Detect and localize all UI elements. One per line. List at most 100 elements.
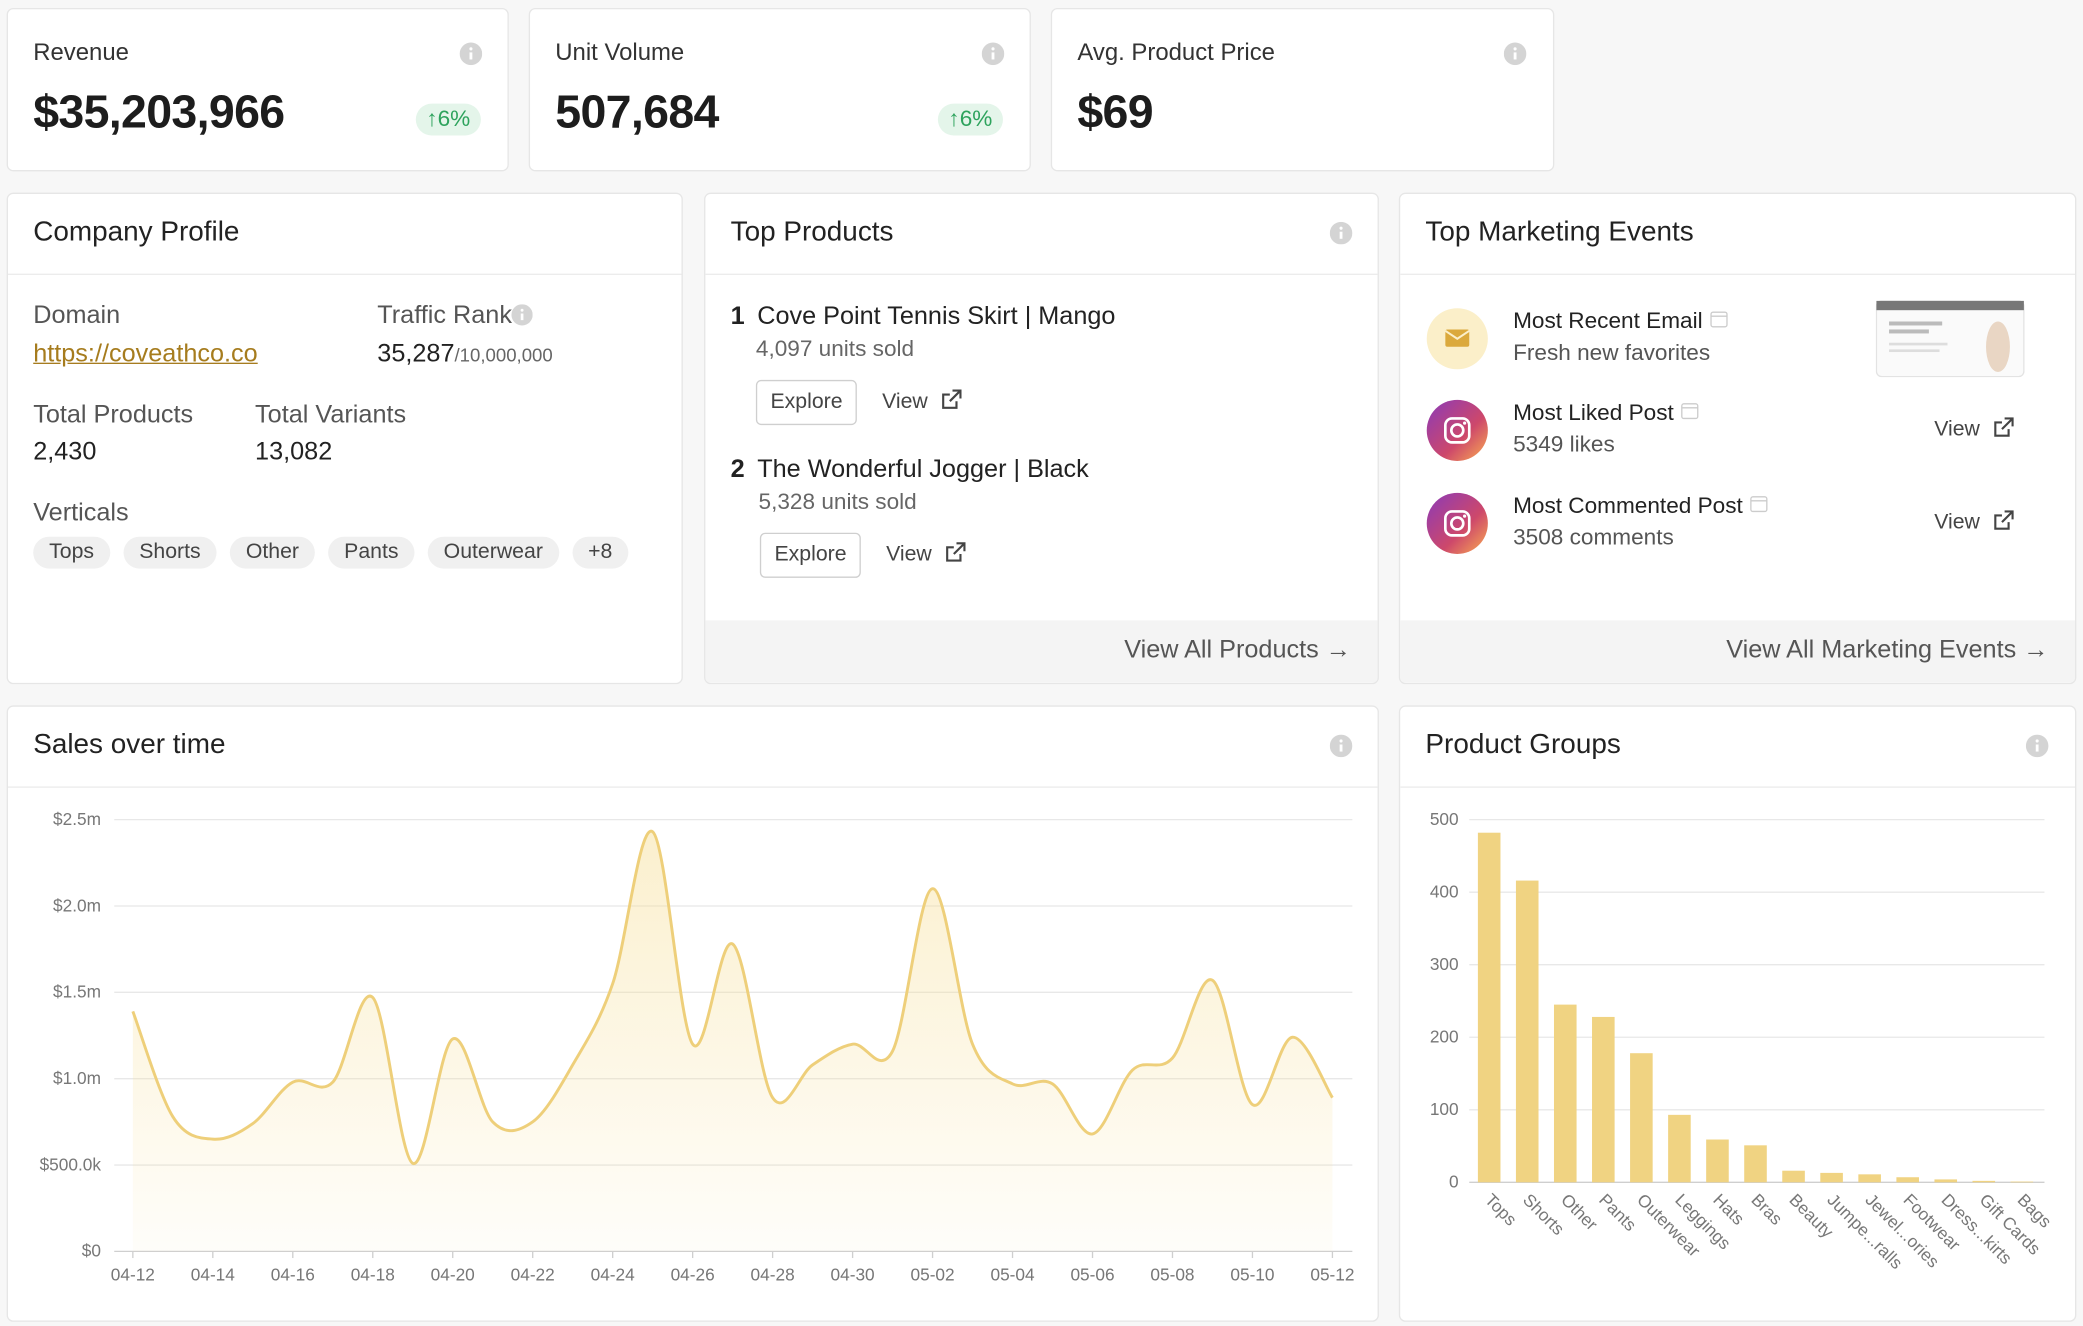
view-text: View [882, 390, 928, 414]
x-tick-label: 04-30 [831, 1265, 875, 1285]
kpi-value: $35,203,966 [33, 86, 285, 139]
event-title-text: Most Commented Post [1513, 492, 1743, 519]
x-tick-label: 05-04 [990, 1265, 1035, 1285]
area [132, 831, 1333, 1252]
product-row: 1 Cove Point Tennis Skirt | Mango [731, 303, 1116, 332]
card-title: Company Profile [33, 216, 240, 248]
card-footer: View All Marketing Events → [1400, 620, 2076, 683]
y-tick-label: $0 [82, 1241, 101, 1261]
kpi-card: Revenue $35,203,966 ↑6% [6, 7, 509, 172]
rank: 1 [730, 302, 745, 331]
kpi-value: 507,684 [555, 86, 719, 139]
y-tick-label: $500.0k [40, 1154, 102, 1174]
calendar-icon [1750, 496, 1768, 513]
y-tick-label: $1.0m [53, 1068, 101, 1088]
y-tick-label: $2.0m [53, 895, 101, 915]
product-row: 2 The Wonderful Jogger | Black [731, 456, 1089, 485]
units-sold: 5,328 units sold [758, 488, 917, 515]
external-icon [1994, 510, 2015, 530]
field-label: Verticals [33, 499, 129, 528]
bar [1972, 1180, 1996, 1183]
view-text: View [1934, 511, 1980, 535]
divider [7, 786, 1378, 788]
y-tick-label: 0 [1449, 1172, 1459, 1192]
card-title: Top Products [730, 216, 894, 248]
rank: 2 [730, 455, 745, 484]
line [131, 830, 1334, 1165]
info-icon[interactable] [459, 42, 483, 66]
x-tick-label: Shorts [1519, 1190, 1568, 1239]
info-icon[interactable] [1329, 734, 1353, 758]
view-link[interactable]: View [882, 389, 963, 414]
info-icon[interactable] [1503, 42, 1527, 66]
info-icon[interactable] [981, 42, 1005, 66]
view-text: View [1934, 418, 1980, 442]
x-tick-label: 04-22 [511, 1265, 555, 1285]
email-thumbnail [1875, 300, 2025, 378]
footer-link[interactable]: View All Products → [1124, 636, 1352, 665]
tag: Tops [33, 536, 110, 569]
bar [1858, 1174, 1881, 1183]
bar [1553, 1004, 1577, 1183]
field-label-text: Traffic Rank [377, 301, 512, 330]
field-value: 13,082 [255, 438, 333, 467]
explore-button[interactable]: Explore [755, 379, 858, 426]
x-tick-label: 04-28 [751, 1265, 795, 1285]
card-title: Sales over time [33, 729, 226, 760]
view-link[interactable]: View [1934, 510, 2015, 535]
field-value: 2,430 [33, 438, 97, 467]
footer-link[interactable]: View All Marketing Events → [1726, 636, 2049, 665]
kpi-label: Avg. Product Price [1077, 38, 1275, 66]
top-products: Top Products 1 Cove Point Tennis Skirt | … [704, 192, 1379, 685]
domain-link[interactable]: https://coveathco.co [33, 340, 258, 368]
card-footer: View All Products → [705, 620, 1378, 683]
divider [1400, 273, 2076, 275]
calendar-icon [1681, 403, 1699, 420]
bar-chart: 0100200300400500TopsShortsOtherPantsOute… [1430, 809, 2056, 1273]
y-tick-label: $2.5m [53, 809, 101, 829]
event-title: Most Commented Post [1513, 493, 1768, 520]
view-link[interactable]: View [886, 542, 967, 567]
tag: Shorts [123, 536, 217, 569]
y-tick-label: 400 [1430, 881, 1459, 901]
product-groups-card: Product Groups 0 100 200 300 400 500 Tops Short… [1398, 705, 2077, 1322]
calendar-icon [1709, 311, 1728, 328]
divider [1400, 786, 2076, 788]
tag: Outerwear [427, 536, 559, 569]
view-text: View [886, 543, 932, 566]
x-tick-label: 04-18 [351, 1265, 395, 1285]
line-chart: $0 $500.0k $1.0m $1.5m $2.0m $2.5m 04-12 04-14 0… [40, 809, 1355, 1285]
field-label: Domain [33, 301, 121, 330]
event-title: Most Liked Post [1513, 400, 1699, 427]
info-icon[interactable] [511, 304, 534, 326]
info-icon[interactable] [1329, 221, 1353, 245]
card-title: Product Groups [1425, 729, 1621, 760]
x-tick-label: 04-26 [671, 1265, 715, 1285]
y-tick-label: 300 [1430, 954, 1459, 974]
info-icon[interactable] [2025, 734, 2049, 758]
kpi-label: Revenue [33, 38, 129, 66]
kpi-label: Unit Volume [555, 38, 685, 66]
bar [1592, 1016, 1615, 1183]
field-value: 35,287/10,000,000 [377, 340, 552, 369]
kpi-change: ↑6% [937, 103, 1003, 136]
explore-button[interactable]: Explore [759, 532, 862, 578]
x-tick-label: 05-02 [911, 1265, 955, 1285]
kpi-change: ↑6% [415, 103, 481, 136]
x-tick-label: 04-24 [591, 1265, 636, 1285]
external-icon [1994, 417, 2015, 437]
bar [1896, 1177, 1919, 1183]
bar [1934, 1179, 1958, 1183]
tag-list: Tops Shorts Other Pants Outerwear +8 [33, 536, 641, 569]
event-subtitle: Fresh new favorites [1513, 340, 1711, 366]
instagram-icon [1426, 399, 1488, 461]
x-tick-label: 04-20 [431, 1265, 475, 1285]
x-tick-label: Pants [1595, 1190, 1640, 1235]
bar [1630, 1053, 1653, 1183]
instagram-icon [1426, 492, 1488, 554]
bar [1668, 1114, 1691, 1183]
card-title: Top Marketing Events [1425, 216, 1694, 248]
x-tick-label: 04-12 [111, 1265, 155, 1285]
view-link[interactable]: View [1934, 417, 2015, 442]
divider [7, 273, 682, 275]
